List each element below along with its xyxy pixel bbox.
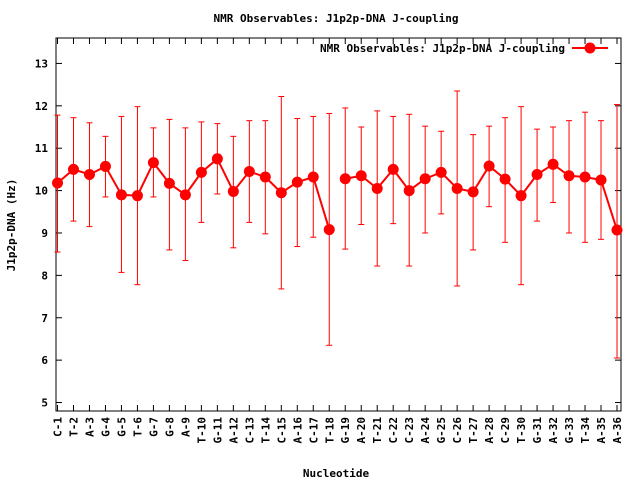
data-point	[595, 174, 607, 186]
y-tick-label: 10	[35, 185, 48, 198]
x-tick-label: T-21	[371, 417, 384, 444]
chart-title: NMR Observables: J1p2p-DNA J-coupling	[213, 12, 458, 25]
x-tick-label: A-35	[595, 417, 608, 444]
x-axis: C-1 T-2 A-3 G-4 G-5 T-6 G-7 G-8 A-9 T-10 G-11 A-12 C…	[52, 38, 624, 444]
x-tick-label: T-34	[579, 417, 592, 444]
x-tick-label: A-36	[611, 417, 624, 444]
y-tick-label: 9	[41, 227, 48, 240]
y-tick-label: 5	[41, 397, 48, 410]
x-tick-label: C-1	[52, 417, 65, 437]
data-point	[291, 176, 303, 188]
data-point	[211, 153, 223, 165]
y-tick-label: 8	[41, 269, 48, 282]
x-tick-label: A-32	[547, 417, 560, 444]
data-point	[243, 166, 255, 178]
x-tick-label: C-17	[307, 417, 320, 444]
x-tick-label: T-6	[131, 417, 144, 437]
x-tick-label: C-23	[403, 417, 416, 444]
series-group	[52, 90, 623, 359]
y-tick-label: 6	[41, 354, 48, 367]
x-tick-label: G-25	[435, 417, 448, 444]
data-point	[579, 171, 591, 183]
x-tick-label: G-31	[531, 417, 544, 444]
data-point	[355, 170, 367, 182]
legend: NMR Observables: J1p2p-DNA J-coupling	[320, 42, 608, 55]
x-tick-label: A-12	[227, 417, 240, 444]
x-tick-label: C-26	[451, 417, 464, 444]
data-point	[339, 173, 351, 185]
data-point	[611, 224, 623, 236]
data-point	[467, 186, 479, 198]
legend-marker	[584, 42, 596, 54]
data-point	[99, 160, 111, 172]
data-point	[307, 171, 319, 183]
x-tick-label: A-28	[483, 417, 496, 444]
legend-label: NMR Observables: J1p2p-DNA J-coupling	[320, 42, 565, 55]
y-tick-label: 13	[35, 57, 48, 70]
x-axis-label: Nucleotide	[303, 467, 370, 480]
x-tick-label: A-16	[291, 417, 304, 444]
series-line	[56, 157, 331, 230]
y-axis-label: J1p2p-DNA (Hz)	[5, 179, 18, 272]
x-tick-label: T-10	[195, 417, 208, 444]
x-tick-label: A-3	[83, 417, 96, 437]
x-tick-label: C-13	[243, 417, 256, 444]
data-point	[435, 166, 447, 178]
data-point	[323, 224, 335, 236]
x-tick-label: C-15	[275, 417, 288, 444]
data-point	[403, 185, 415, 197]
data-point	[531, 168, 543, 180]
x-tick-label: T-14	[259, 417, 272, 444]
x-tick-label: G-8	[163, 417, 176, 437]
x-tick-label: G-5	[115, 417, 128, 437]
data-point	[147, 157, 159, 169]
data-point	[515, 190, 527, 202]
data-point	[419, 173, 431, 185]
data-point	[131, 190, 143, 202]
series-line	[345, 163, 618, 231]
data-point	[563, 170, 575, 182]
y-tick-label: 11	[35, 142, 49, 155]
data-point	[179, 189, 191, 201]
data-point	[451, 182, 463, 194]
data-point	[371, 182, 383, 194]
x-tick-label: C-29	[499, 417, 512, 444]
x-tick-label: A-20	[355, 417, 368, 444]
data-point	[227, 185, 239, 197]
y-axis: 5 6 7 8 9 10 11 12 13	[35, 57, 621, 410]
data-point	[275, 187, 287, 199]
y-tick-label: 12	[35, 100, 48, 113]
x-tick-label: T-2	[67, 417, 80, 437]
x-tick-label: A-9	[179, 417, 192, 437]
data-point	[52, 177, 63, 189]
data-point	[83, 168, 95, 180]
data-point	[483, 160, 495, 172]
x-tick-label: T-30	[515, 417, 528, 444]
x-tick-label: G-19	[339, 417, 352, 444]
x-tick-label: A-24	[419, 417, 432, 444]
data-point	[499, 173, 511, 185]
x-tick-label: G-4	[99, 417, 112, 437]
data-point	[547, 158, 559, 170]
data-point	[259, 171, 271, 183]
x-tick-label: T-18	[323, 417, 336, 444]
x-tick-label: T-27	[467, 417, 480, 444]
x-tick-label: G-33	[563, 417, 576, 444]
data-point	[67, 163, 79, 175]
x-tick-label: C-22	[387, 417, 400, 444]
plot-frame	[55, 37, 622, 412]
data-point	[163, 177, 175, 189]
data-point	[115, 189, 127, 201]
data-point	[387, 163, 399, 175]
x-tick-label: G-11	[211, 417, 224, 444]
y-tick-label: 7	[41, 312, 48, 325]
x-tick-label: G-7	[147, 417, 160, 437]
data-point	[195, 166, 207, 178]
